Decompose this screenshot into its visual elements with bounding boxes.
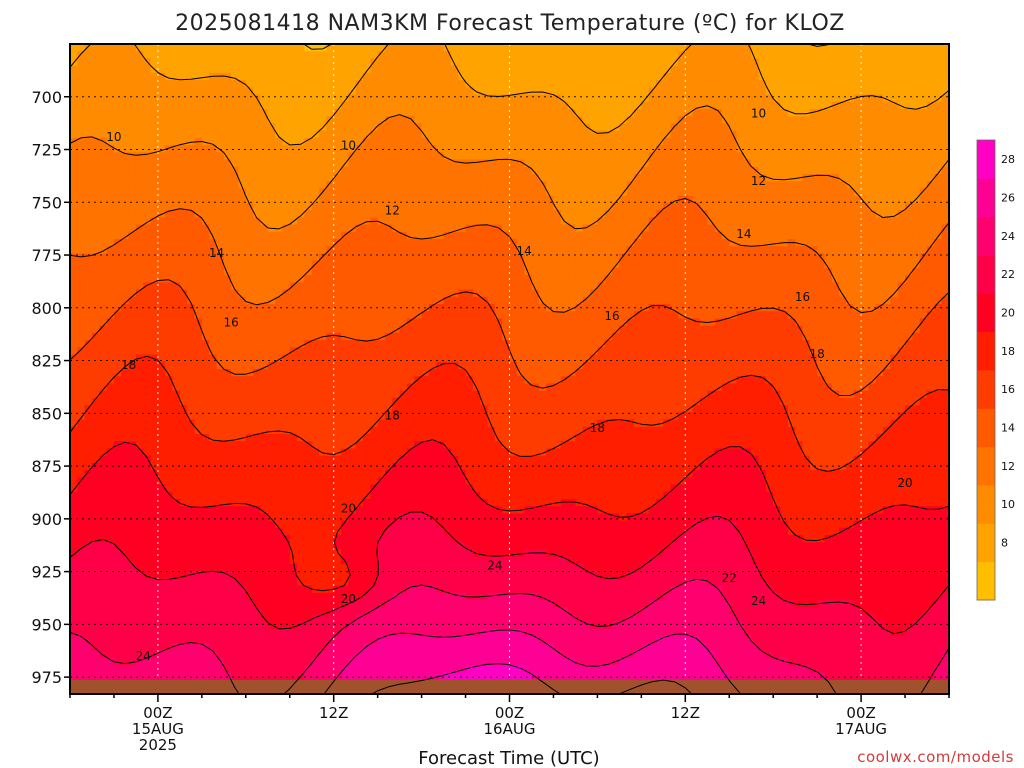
y-tick-label: 775 [31,246,62,265]
contour-18 [70,355,949,472]
y-tick-label: 900 [31,510,62,529]
colorbar: 28 26 24 22 20 18 16 14 12 10 8 [976,139,1015,601]
x-tick-label: 00Z [495,704,524,722]
contour-label: 18 [810,347,825,361]
x-tick-label: 00Z [143,704,172,722]
colorbar-swatch [977,331,995,371]
x-tick-label: 16AUG [484,720,536,738]
colorbar-label: 28 [1001,153,1015,166]
contour-label: 18 [590,421,605,435]
y-tick-label: 950 [31,615,62,634]
y-tick-label: 700 [31,88,62,107]
contour-label: 10 [751,107,766,121]
colorbar-swatch [977,178,995,218]
colorbar-swatch [977,561,995,601]
y-tick-label: 825 [31,352,62,371]
credit-text: coolwx.com/models [857,748,1014,766]
contour-8 [303,44,830,50]
contour-label: 10 [106,130,121,144]
colorbar-swatch [977,140,995,179]
x-tick-label: 12Z [671,704,700,722]
contour-10 [70,44,949,146]
contour-labels: 10 10 10 12 12 14 14 14 16 16 16 18 18 18 18 20 20 20 22 24… [106,107,912,663]
colorbar-swatch [977,408,995,448]
contour-label: 22 [722,571,737,585]
y-tick-label: 850 [31,404,62,423]
contour-label: 18 [385,408,400,422]
contour-label: 20 [897,476,912,490]
temperature-field [70,44,949,694]
x-tick-label: 2025 [139,736,177,754]
contour-16 [70,279,949,396]
contour-label: 14 [517,244,532,258]
contour-26 [323,629,742,694]
chart-title: 2025081418 NAM3KM Forecast Temperature (… [175,11,845,36]
y-tick-label: 750 [31,193,62,212]
colorbar-label: 8 [1001,537,1008,550]
contour-label: 24 [487,558,502,572]
colorbar-label: 22 [1001,268,1015,281]
contour-28 [371,663,692,694]
contour-label: 24 [751,594,766,608]
ground-surface [70,680,949,694]
y-tick-label: 800 [31,299,62,318]
colorbar-swatch [977,216,995,256]
colorbar-swatch [977,255,995,294]
contour-label: 16 [224,316,239,330]
contour-label: 20 [341,501,356,515]
colorbar-label: 16 [1001,383,1015,396]
colorbar-swatch [977,446,995,486]
colorbar-label: 14 [1001,422,1015,435]
x-axis-title: Forecast Time (UTC) [418,748,599,768]
y-tick-label: 975 [31,668,62,687]
colorbar-swatch [977,523,995,563]
contour-label: 18 [121,358,136,372]
colorbar-label: 10 [1001,498,1015,511]
contour-label: 14 [736,227,751,241]
colorbar-swatch [977,370,995,409]
contour-label: 16 [795,290,810,304]
contour-label: 10 [341,138,356,152]
x-tick-label: 00Z [846,704,875,722]
y-tick-label: 925 [31,563,62,582]
colorbar-swatch [977,293,995,333]
contour-lines [70,44,949,694]
contour-24 [70,578,949,694]
y-tick-label: 875 [31,457,62,476]
contour-label: 24 [136,649,151,663]
contour-label: 12 [751,174,766,188]
contour-12 [70,105,949,230]
colorbar-label: 12 [1001,460,1015,473]
contour-label: 20 [341,592,356,606]
colorbar-label: 26 [1001,192,1015,205]
contour-14 [70,198,949,314]
y-axis: 700 725 750 775 800 825 850 875 900 925 950 975 [31,88,70,687]
colorbar-label: 20 [1001,307,1015,320]
contour-label: 14 [209,246,224,260]
colorbar-swatch [977,485,995,524]
x-tick-label: 12Z [319,704,348,722]
contour-label: 16 [604,309,619,323]
contour-20 [70,439,949,592]
y-tick-label: 725 [31,141,62,160]
x-tick-label: 15AUG [132,720,184,738]
x-tick-label: 17AUG [835,720,887,738]
colorbar-label: 24 [1001,230,1015,243]
grid [70,44,949,694]
contour-label: 12 [385,204,400,218]
colorbar-label: 18 [1001,345,1015,358]
